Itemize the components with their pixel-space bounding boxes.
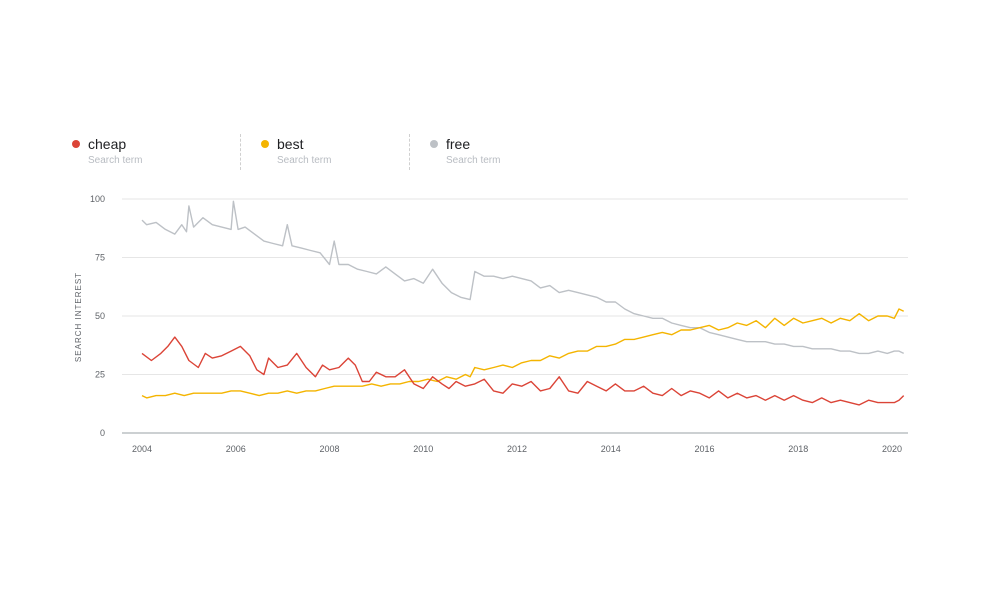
legend-sub-cheap: Search term [88,155,143,166]
y-axis-label: SEARCH INTEREST [74,272,83,362]
x-tick-label: 2018 [788,444,808,454]
x-tick-label: 2014 [601,444,621,454]
y-tick-label: 75 [95,253,105,263]
x-tick-label: 2012 [507,444,527,454]
legend-dot-cheap [72,140,80,148]
legend-item-free[interactable]: free Search term [409,134,578,170]
legend-item-best[interactable]: best Search term [240,134,409,170]
y-tick-label: 100 [90,194,105,204]
y-tick-label: 50 [95,311,105,321]
legend-item-cheap[interactable]: cheap Search term [72,134,240,170]
y-tick-label: 25 [95,370,105,380]
legend: cheap Search term best Search term free … [72,134,578,170]
series-line-free[interactable] [141,200,905,355]
x-tick-label: 2004 [132,444,152,454]
series-lines [141,200,905,406]
legend-term-free: free [446,136,471,152]
x-tick-label: 2010 [413,444,433,454]
y-axis-ticks: 0 25 50 75 100 [90,194,105,438]
x-tick-label: 2020 [882,444,902,454]
series-line-cheap[interactable] [141,336,905,406]
legend-dot-free [430,140,438,148]
legend-sub-free: Search term [446,155,501,166]
y-tick-label: 0 [100,428,105,438]
x-tick-label: 2008 [319,444,339,454]
legend-term-cheap: cheap [88,136,127,152]
series-line-best[interactable] [141,308,905,399]
x-tick-label: 2016 [694,444,714,454]
legend-term-best: best [277,136,304,152]
grid-lines [122,198,908,434]
legend-sub-best: Search term [277,155,332,166]
x-axis-ticks: 2004 2006 2008 2010 2012 2014 2016 2018 2020 [132,444,902,454]
x-tick-label: 2006 [226,444,246,454]
legend-dot-best [261,140,269,148]
